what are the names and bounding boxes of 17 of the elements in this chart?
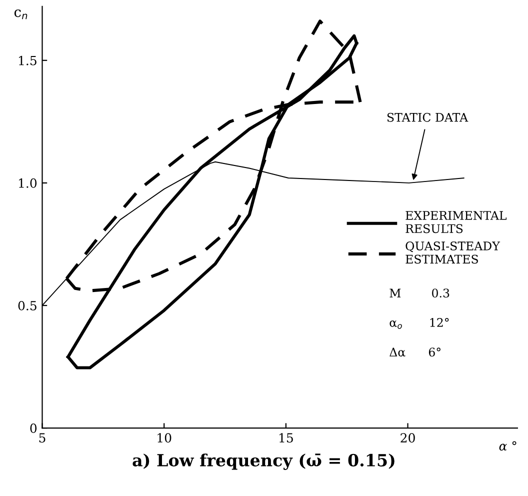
y-tick-label: 1.0 [19, 178, 37, 188]
x-tick-label: 10 [158, 433, 172, 443]
legend-label: EXPERIMENTAL RESULTS [406, 211, 507, 234]
y-tick-label: 0 [30, 424, 37, 433]
y-tick-label: 1.5 [19, 56, 36, 66]
y-tick-label: 0.5 [18, 300, 36, 310]
x-tick-label: 5 [39, 433, 46, 443]
text: α$_{o}$ 12° [390, 318, 449, 329]
text: a) Low frequency (ω̄ = 0.15) [132, 454, 394, 470]
x-axis-title: α ° [499, 441, 516, 451]
y-axis-title: c$_{n}$ [14, 10, 28, 20]
annotation: Δα 6° [390, 348, 440, 357]
x-tick-label: 15 [280, 433, 293, 443]
annotation: STATIC DATA [387, 112, 468, 122]
x-tick-label: 20 [400, 433, 415, 443]
annotation: M 0.3 [390, 288, 450, 298]
legend-label: QUASI-STEADY ESTIMATES [406, 241, 500, 264]
